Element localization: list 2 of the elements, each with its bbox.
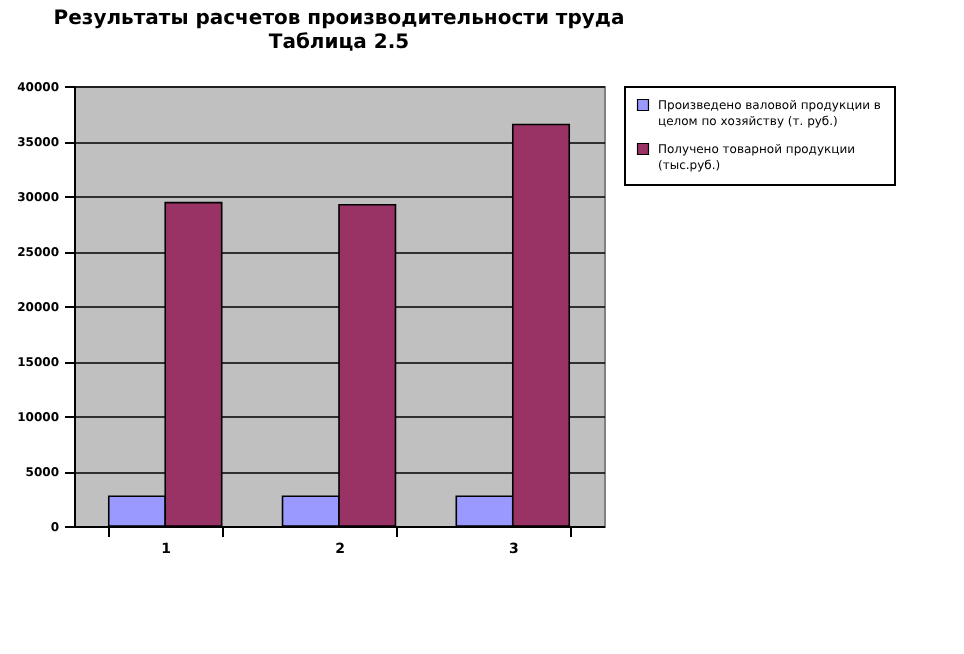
chart-subtitle: Таблица 2.5 [268, 32, 410, 54]
chart-title: Результаты расчетов производительности труда [53, 8, 625, 30]
